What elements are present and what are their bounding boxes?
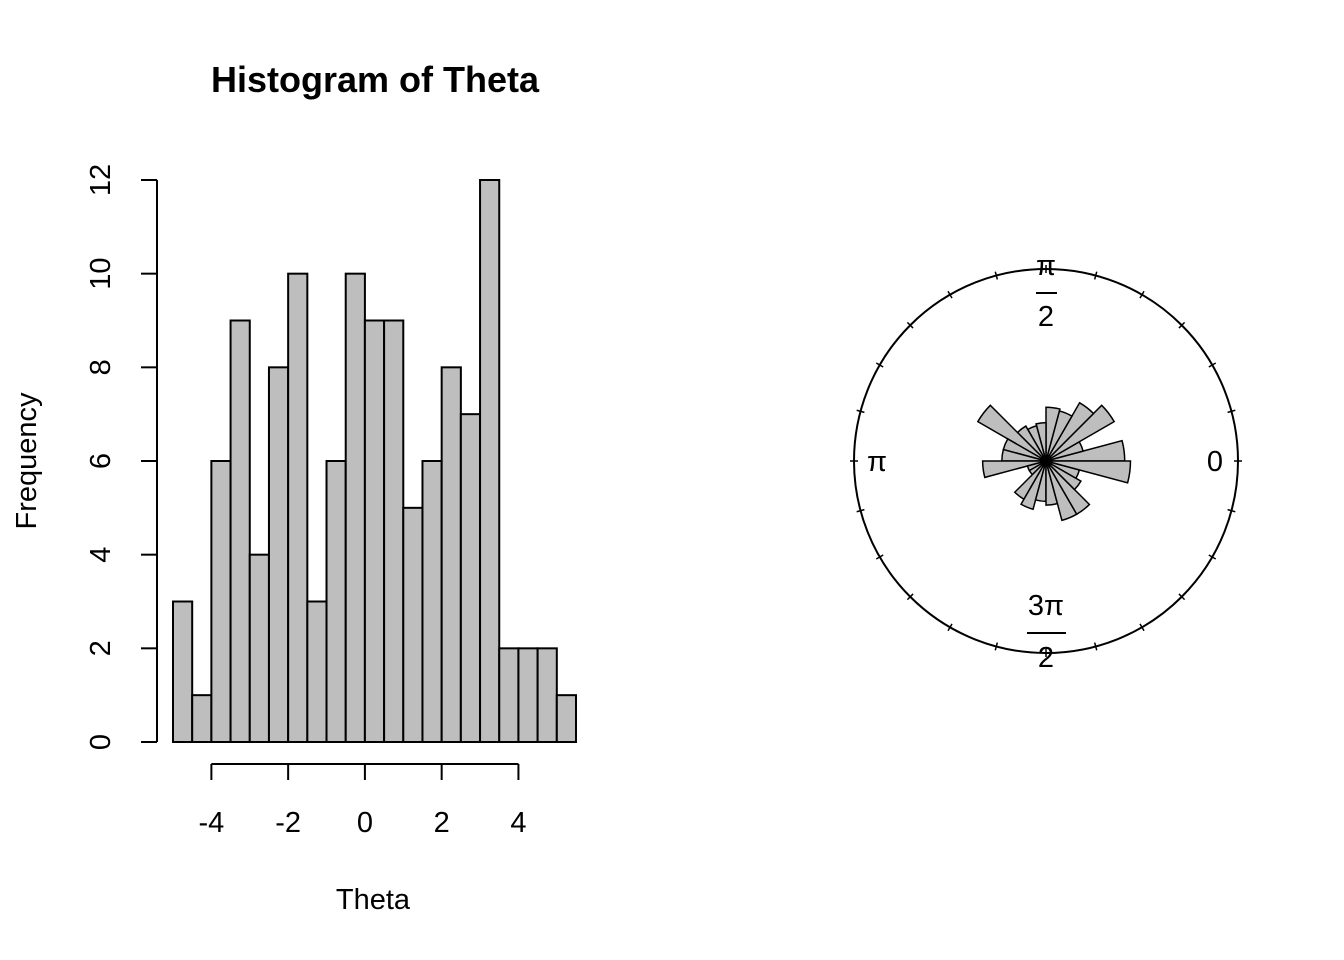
histogram-bar (555, 694, 577, 744)
x-axis: -4 -2 0 2 4 (198, 763, 526, 839)
y-tick-label: 12 (85, 164, 117, 196)
y-tick-label: 10 (85, 258, 117, 290)
x-tick-label: 4 (510, 807, 526, 839)
rose-outer-ticks (850, 265, 1242, 657)
angle-label-pi: π (867, 446, 887, 478)
rose-tick (947, 290, 953, 299)
y-axis: 0 2 4 6 8 10 12 (85, 164, 158, 750)
rose-tick (856, 409, 865, 414)
rose-diagram: 0 π π 2 3π 2 (850, 250, 1242, 674)
histogram-bar (172, 600, 194, 743)
histogram-bar (402, 506, 424, 744)
rose-tick (1227, 508, 1236, 513)
histogram-chart: Histogram of Theta Theta Frequency 0 2 4 6 8… (11, 59, 577, 916)
x-tick-label: -2 (275, 807, 301, 839)
rose-tick (1178, 593, 1186, 601)
x-tick-label: -4 (198, 807, 224, 839)
histogram-bar (248, 553, 270, 744)
histogram-bar (440, 366, 462, 743)
y-axis-label: Frequency (11, 392, 43, 530)
rose-petal (1020, 460, 1047, 511)
histogram-bar (344, 272, 366, 743)
y-tick-label: 8 (85, 359, 117, 375)
histogram-bar (325, 460, 347, 743)
histogram-bars (172, 179, 577, 744)
histogram-bar (479, 179, 501, 743)
histogram-bar (363, 319, 386, 743)
rose-tick (994, 271, 999, 280)
rose-tick (1227, 409, 1236, 414)
histogram-bar (267, 366, 290, 743)
x-tick-label: 2 (434, 807, 450, 839)
rose-petal (1045, 460, 1082, 491)
histogram-bar (459, 413, 482, 743)
histogram-bar (421, 460, 443, 743)
histogram-bar (191, 694, 213, 744)
rose-tick (994, 642, 999, 651)
chart-title: Histogram of Theta (211, 59, 540, 100)
y-tick-label: 6 (85, 453, 117, 469)
rose-tick (906, 593, 914, 601)
rose-petal (1045, 460, 1091, 516)
rose-tick (947, 623, 953, 632)
rose-tick (1208, 554, 1217, 560)
angle-label-zero: 0 (1207, 446, 1223, 478)
angle-label-half-pi-numerator: π (1036, 250, 1056, 282)
rose-tick (856, 508, 865, 513)
y-tick-label: 2 (85, 640, 117, 656)
y-tick-label: 0 (85, 734, 117, 750)
rose-petal (1045, 406, 1061, 462)
rose-tick (1208, 362, 1217, 368)
rose-tick (875, 362, 884, 368)
histogram-bar (306, 600, 328, 743)
x-axis-label: Theta (336, 884, 411, 916)
rose-tick (1093, 271, 1098, 280)
rose-tick (906, 321, 914, 329)
angle-label-half-pi-denominator: 2 (1038, 301, 1054, 333)
rose-petal (1045, 401, 1095, 462)
rose-tick (1178, 321, 1186, 329)
rose-tick (1139, 623, 1145, 632)
rose-petal (1045, 460, 1132, 484)
histogram-bar (536, 647, 558, 743)
y-tick-label: 4 (85, 547, 117, 563)
histogram-bar (383, 319, 405, 743)
rose-petal (1045, 404, 1116, 462)
rose-angle-labels: 0 π π 2 3π 2 (867, 250, 1223, 674)
rose-petal (976, 404, 1047, 462)
angle-label-three-half-pi-denominator: 2 (1038, 642, 1054, 674)
histogram-bar (498, 647, 520, 743)
x-tick-label: 0 (357, 807, 373, 839)
rose-petals (976, 401, 1132, 522)
histogram-bar (229, 319, 251, 743)
histogram-bar (517, 647, 539, 743)
angle-label-three-half-pi-numerator: 3π (1028, 590, 1064, 622)
rose-tick (1093, 642, 1098, 651)
histogram-bar (210, 460, 232, 743)
rose-tick (1139, 290, 1145, 299)
histogram-bar (287, 272, 309, 743)
rose-tick (875, 554, 884, 560)
